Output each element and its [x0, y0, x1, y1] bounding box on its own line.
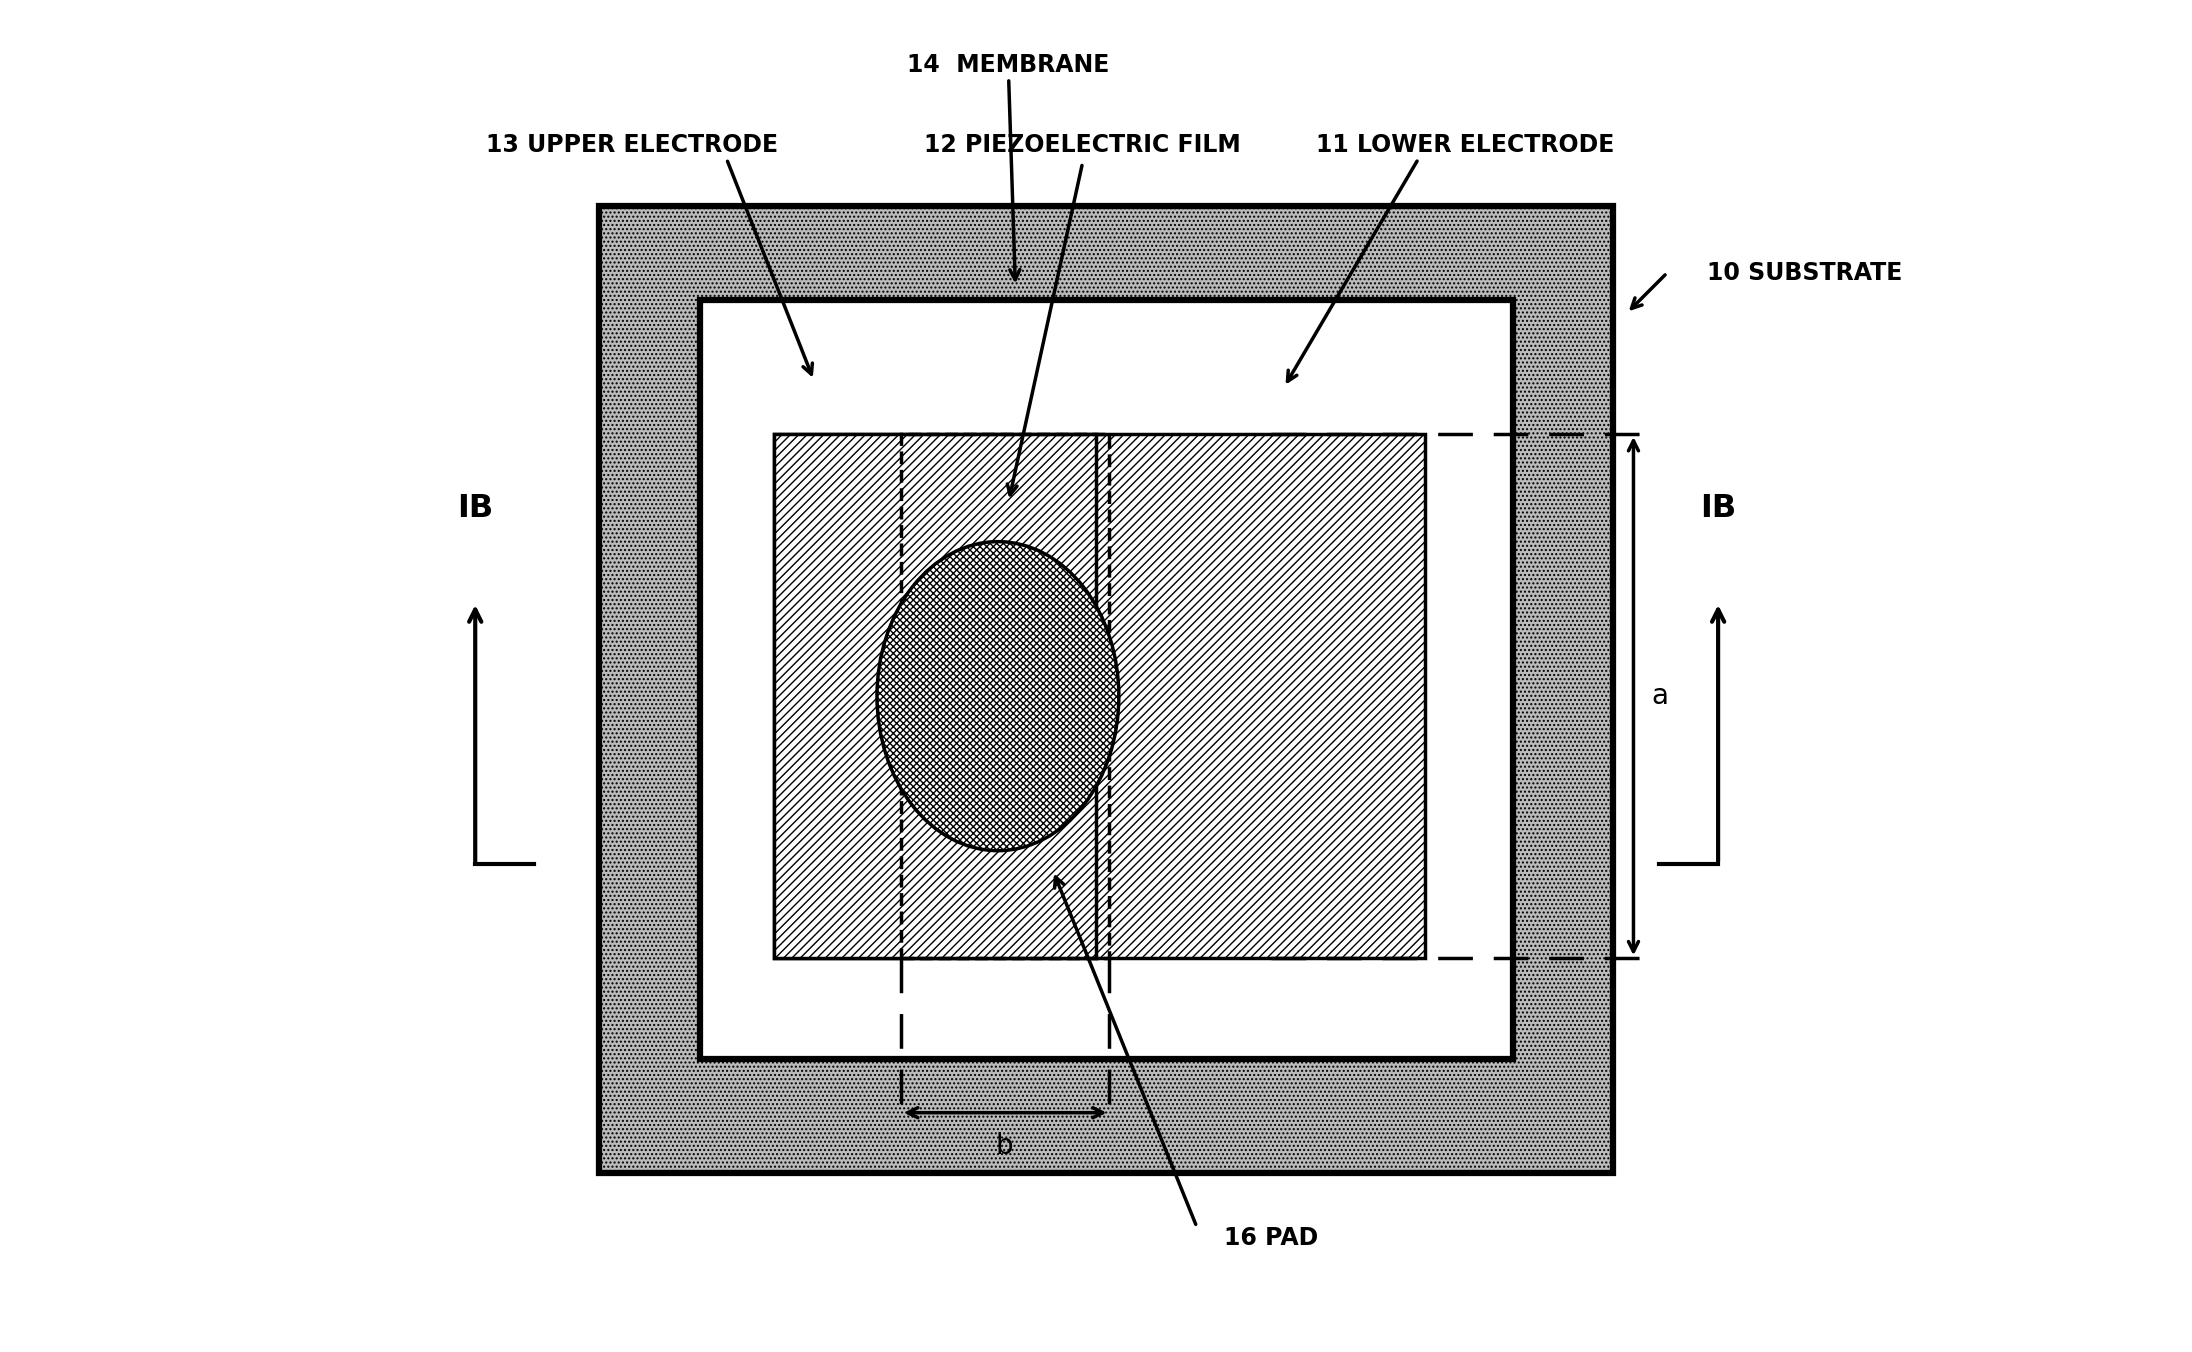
Text: 10 SUBSTRATE: 10 SUBSTRATE — [1708, 261, 1903, 285]
Text: 14  MEMBRANE: 14 MEMBRANE — [907, 53, 1109, 77]
Text: 12 PIEZOELECTRIC FILM: 12 PIEZOELECTRIC FILM — [925, 134, 1241, 157]
Bar — [774, 434, 1425, 959]
Text: IB: IB — [458, 492, 493, 523]
Text: 13 UPPER ELECTRODE: 13 UPPER ELECTRODE — [487, 134, 778, 157]
Bar — [598, 206, 1613, 1174]
Text: 16 PAD: 16 PAD — [1223, 1226, 1317, 1249]
Text: IB: IB — [1701, 492, 1736, 523]
Ellipse shape — [877, 542, 1118, 850]
Text: a: a — [1653, 683, 1668, 710]
Bar — [901, 434, 1109, 959]
Text: 11 LOWER ELECTRODE: 11 LOWER ELECTRODE — [1317, 134, 1616, 157]
Bar — [699, 300, 1512, 1059]
Text: b: b — [995, 1132, 1013, 1160]
Bar — [774, 434, 1096, 959]
